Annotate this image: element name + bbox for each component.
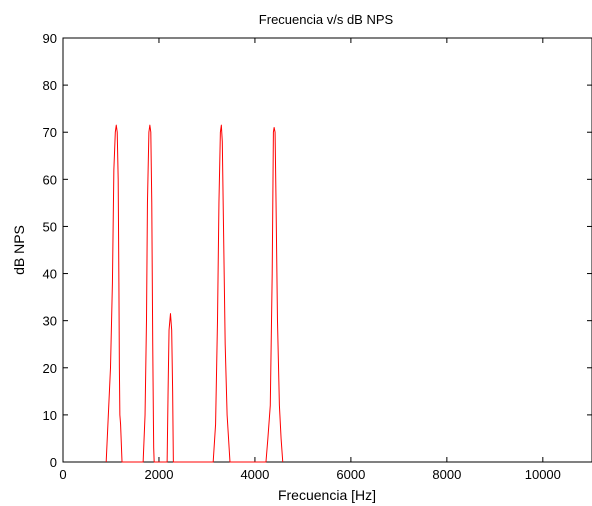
y-tick-label: 0 xyxy=(50,455,57,470)
y-axis: 0 10 20 30 40 50 60 70 80 90 xyxy=(43,31,592,470)
y-axis-label: dB NPS xyxy=(11,225,27,275)
y-tick-label: 20 xyxy=(43,361,57,376)
x-tick-label: 8000 xyxy=(432,467,461,482)
x-axis-label: Frecuencia [Hz] xyxy=(278,487,376,503)
x-tick-label: 10000 xyxy=(525,467,561,482)
y-tick-label: 40 xyxy=(43,267,57,282)
series-layer xyxy=(105,124,284,463)
x-tick-label: 6000 xyxy=(336,467,365,482)
y-tick-label: 10 xyxy=(43,408,57,423)
plot-area xyxy=(62,37,592,463)
x-tick-label: 4000 xyxy=(240,467,269,482)
x-tick-label: 2000 xyxy=(145,467,174,482)
y-tick-label: 30 xyxy=(43,314,57,329)
y-tick-label: 60 xyxy=(43,172,57,187)
x-tick-label: 0 xyxy=(59,467,66,482)
series-line xyxy=(105,124,284,463)
y-tick-label: 50 xyxy=(43,219,57,234)
x-axis: 0 2000 4000 6000 8000 10000 xyxy=(59,38,561,482)
y-tick-label: 80 xyxy=(43,78,57,93)
y-tick-label: 90 xyxy=(43,31,57,46)
chart-title: Frecuencia v/s dB NPS xyxy=(259,12,394,27)
y-tick-label: 70 xyxy=(43,125,57,140)
